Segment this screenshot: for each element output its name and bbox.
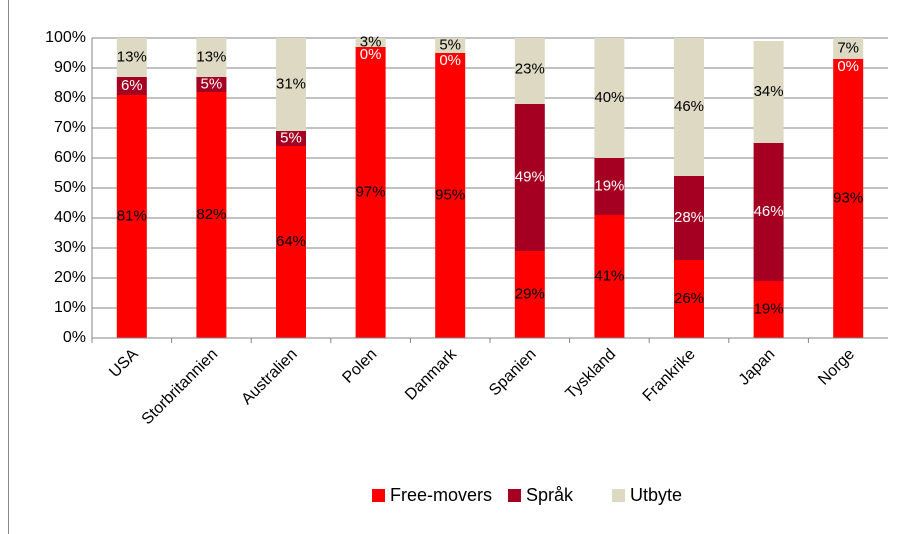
bar-segment [753, 281, 784, 338]
x-tick-label: Storbritannien [139, 346, 221, 428]
bar-segment [594, 215, 625, 338]
data-label: 41% [594, 267, 624, 284]
data-label: 26% [674, 290, 704, 307]
bar-segment [674, 176, 704, 260]
bar-segment [116, 77, 147, 95]
bar-segment [514, 104, 545, 251]
y-tick-label: 100% [45, 29, 86, 46]
data-label: 7% [837, 39, 859, 56]
data-label: 0% [360, 46, 382, 63]
data-label: 95% [435, 186, 465, 203]
data-label: 3% [360, 33, 382, 50]
legend-swatch [372, 489, 385, 502]
x-tick-label: Japan [736, 346, 779, 389]
bar-segment [674, 38, 704, 176]
legend-label: Free-movers [390, 485, 492, 505]
data-label: 0% [837, 58, 859, 75]
x-tick-label: Frankrike [640, 346, 699, 405]
bar-segment [514, 251, 545, 338]
data-label: 34% [754, 83, 784, 100]
x-tick-label: Danmark [402, 345, 461, 404]
data-label: 23% [515, 60, 545, 77]
bar-segment [594, 38, 625, 158]
bar-segment [514, 38, 545, 104]
y-tick-label: 80% [54, 89, 86, 106]
data-label: 13% [196, 48, 226, 65]
y-tick-label: 0% [63, 329, 86, 346]
x-tick-label: Spanien [486, 346, 540, 400]
bar-segment [276, 131, 306, 146]
legend-label: Utbyte [630, 485, 682, 505]
data-label: 6% [121, 77, 143, 94]
x-tick-label: Polen [339, 346, 380, 387]
bar-segment [355, 47, 386, 338]
bar-segment [276, 38, 306, 131]
bar-segment [196, 92, 227, 338]
data-label: 97% [356, 183, 386, 200]
data-label: 5% [280, 129, 302, 146]
y-tick-label: 30% [54, 239, 86, 256]
y-tick-label: 90% [54, 59, 86, 76]
data-label: 82% [196, 206, 226, 223]
data-label: 0% [439, 52, 461, 69]
bar-segment [276, 146, 306, 338]
data-label: 81% [117, 207, 147, 224]
data-label: 46% [674, 98, 704, 115]
y-tick-label: 10% [54, 299, 86, 316]
x-tick-label: Norge [815, 346, 858, 389]
y-tick-label: 70% [54, 119, 86, 136]
data-label: 93% [833, 189, 863, 206]
bar-segment [116, 38, 147, 77]
data-label: 13% [117, 48, 147, 65]
legend-swatch [612, 489, 625, 502]
data-label: 46% [754, 203, 784, 220]
legend-label: Språk [526, 485, 574, 505]
data-label: 40% [594, 89, 624, 106]
data-label: 5% [439, 36, 461, 53]
bar-segment [196, 38, 227, 77]
legend-swatch [508, 489, 521, 502]
bar-segment [196, 77, 227, 92]
bar-segment [833, 38, 864, 59]
bar-segment [753, 143, 784, 281]
data-label: 49% [515, 168, 545, 185]
bar-segment [674, 260, 704, 338]
data-label: 29% [515, 285, 545, 302]
data-label: 31% [276, 75, 306, 92]
y-tick-label: 60% [54, 149, 86, 166]
bar-segment [833, 59, 864, 338]
bar-segment [753, 41, 784, 143]
x-tick-label: Australien [238, 346, 300, 408]
y-tick-label: 20% [54, 269, 86, 286]
bar-segment [435, 53, 466, 338]
bar-segment [435, 38, 466, 53]
data-label: 19% [754, 300, 784, 317]
x-tick-label: USA [106, 346, 142, 382]
data-label: 5% [201, 75, 223, 92]
bar-segment [594, 158, 625, 215]
x-tick-label: Tyskland [563, 346, 620, 403]
bar-segment [355, 38, 386, 47]
data-label: 28% [674, 209, 704, 226]
bar-segment [116, 95, 147, 338]
data-label: 19% [594, 177, 624, 194]
data-label: 64% [276, 233, 306, 250]
y-tick-label: 50% [54, 179, 86, 196]
y-tick-label: 40% [54, 209, 86, 226]
